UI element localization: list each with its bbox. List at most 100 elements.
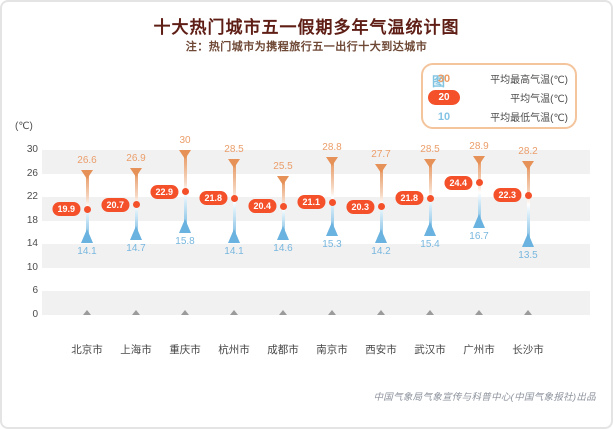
thermometer-top-icon [81, 169, 93, 179]
max-value-label: 28.9 [469, 141, 489, 153]
avg-dot-icon [524, 191, 532, 199]
zero-marker-icon [181, 310, 189, 315]
zero-marker-icon [426, 310, 434, 315]
legend-avg-label: 平均气温(℃) [510, 94, 568, 105]
max-value-label: 26.9 [126, 153, 146, 165]
min-value-label: 14.1 [224, 246, 244, 258]
y-tick-label: 18 [26, 214, 38, 226]
min-value-label: 15.4 [420, 238, 440, 250]
avg-value-pill: 24.4 [444, 175, 472, 190]
y-tick-label: 10 [26, 261, 38, 273]
legend-max-label: 平均最高气温(℃) [490, 75, 568, 86]
city-label: 武汉市 [414, 344, 446, 356]
zero-marker-icon [524, 310, 532, 315]
thermometer-bottom-icon [130, 225, 142, 240]
avg-value-pill: 20.3 [346, 199, 374, 214]
thermometer-top-icon [326, 157, 338, 167]
city-label: 北京市 [71, 344, 103, 356]
city-label: 长沙市 [512, 344, 544, 356]
min-value-label: 13.5 [518, 249, 538, 261]
y-tick-label: 14 [26, 238, 38, 249]
city-label: 成都市 [267, 344, 299, 356]
thermometer-top-icon [228, 158, 240, 168]
zero-marker-icon [132, 310, 140, 315]
temp-band [42, 291, 590, 315]
avg-dot-icon [328, 198, 336, 206]
legend-item-avg: 20 平均气温(℃) [428, 88, 568, 107]
avg-value-pill: 20.4 [248, 199, 276, 214]
thermometer-stem [526, 161, 530, 247]
thermometer-bottom-icon [473, 214, 485, 229]
thermometer-top-icon [375, 163, 387, 173]
city-label: 重庆市 [169, 344, 201, 356]
avg-dot-icon [132, 201, 140, 209]
avg-value-pill: 19.9 [52, 202, 80, 217]
zero-marker-icon [475, 310, 483, 315]
city-label: 广州市 [463, 344, 495, 356]
legend-avg-swatch: 20 [428, 90, 460, 105]
min-value-label: 14.7 [126, 242, 146, 254]
y-tick-label: 6 [32, 285, 38, 296]
thermometer-bottom-icon [375, 228, 387, 243]
min-value-label: 16.7 [469, 231, 489, 243]
max-value-label: 30 [179, 135, 191, 146]
max-value-label: 28.8 [322, 142, 342, 154]
thermometer-bottom-icon [424, 221, 436, 236]
avg-value-pill: 22.9 [150, 184, 178, 199]
page-title: 十大热门城市五一假期多年气温统计图 [153, 18, 460, 37]
max-value-label: 25.5 [273, 161, 293, 173]
zero-marker-icon [83, 310, 91, 315]
legend-item-min: 10 平均最低气温(℃) [428, 107, 568, 126]
legend-max-swatch: 30 [437, 72, 451, 85]
min-value-label: 14.6 [273, 243, 293, 255]
y-axis-unit-label: (℃) [15, 121, 33, 132]
min-value-label: 15.8 [175, 236, 195, 248]
min-value-label: 14.2 [371, 245, 391, 257]
thermometer-top-icon [522, 160, 534, 170]
page-subtitle: 注：热门城市为携程旅行五一出行十大到达城市 [185, 41, 428, 53]
avg-value-pill: 20.7 [101, 197, 129, 212]
thermometer-stem [477, 157, 481, 229]
legend: 图例 30 平均最高气温(℃) 20 平均气温(℃) 10 平均最低气温(℃) [421, 63, 577, 129]
city-label: 南京市 [316, 344, 348, 356]
max-value-label: 28.5 [420, 143, 440, 155]
min-value-label: 15.3 [322, 239, 342, 251]
avg-dot-icon [83, 205, 91, 213]
zero-marker-icon [328, 310, 336, 315]
avg-value-pill: 21.8 [395, 191, 423, 206]
thermometer-bottom-icon [228, 229, 240, 244]
y-tick-label: 26 [26, 167, 38, 179]
thermometer-stem [330, 158, 334, 237]
thermometer-top-icon [277, 176, 289, 186]
avg-value-pill: 21.8 [199, 191, 227, 206]
legend-rows: 30 平均最高气温(℃) 20 平均气温(℃) 10 平均最低气温(℃) [428, 69, 568, 126]
footer-credit: 中国气象局气象宣传与科普中心(中国气象报社)出品 [373, 392, 596, 403]
thermometer-bottom-icon [522, 232, 534, 247]
thermometer-bottom-icon [179, 219, 191, 234]
avg-dot-icon [426, 194, 434, 202]
thermometer-top-icon [179, 150, 191, 159]
thermometer-top-icon [424, 158, 436, 168]
thermometer-bottom-icon [81, 229, 93, 244]
y-tick-label: 30 [26, 144, 38, 155]
temp-band [42, 244, 590, 268]
avg-dot-icon [377, 203, 385, 211]
max-value-label: 27.7 [371, 148, 391, 160]
legend-min-swatch: 10 [437, 110, 451, 123]
max-value-label: 26.6 [77, 154, 97, 166]
legend-min-label: 平均最低气温(℃) [490, 113, 568, 124]
y-tick-label: 0 [32, 309, 38, 320]
zero-marker-icon [279, 310, 287, 315]
avg-value-pill: 22.3 [493, 188, 521, 203]
city-label: 西安市 [365, 344, 397, 356]
zero-marker-icon [377, 310, 385, 315]
avg-value-pill: 21.1 [297, 195, 325, 210]
legend-item-max: 30 平均最高气温(℃) [428, 69, 568, 88]
y-tick-label: 22 [26, 191, 38, 202]
max-value-label: 28.5 [224, 143, 244, 155]
thermometer-bottom-icon [277, 226, 289, 241]
max-value-label: 28.2 [518, 145, 538, 157]
thermometer-top-icon [473, 156, 485, 166]
thermometer-top-icon [130, 168, 142, 178]
